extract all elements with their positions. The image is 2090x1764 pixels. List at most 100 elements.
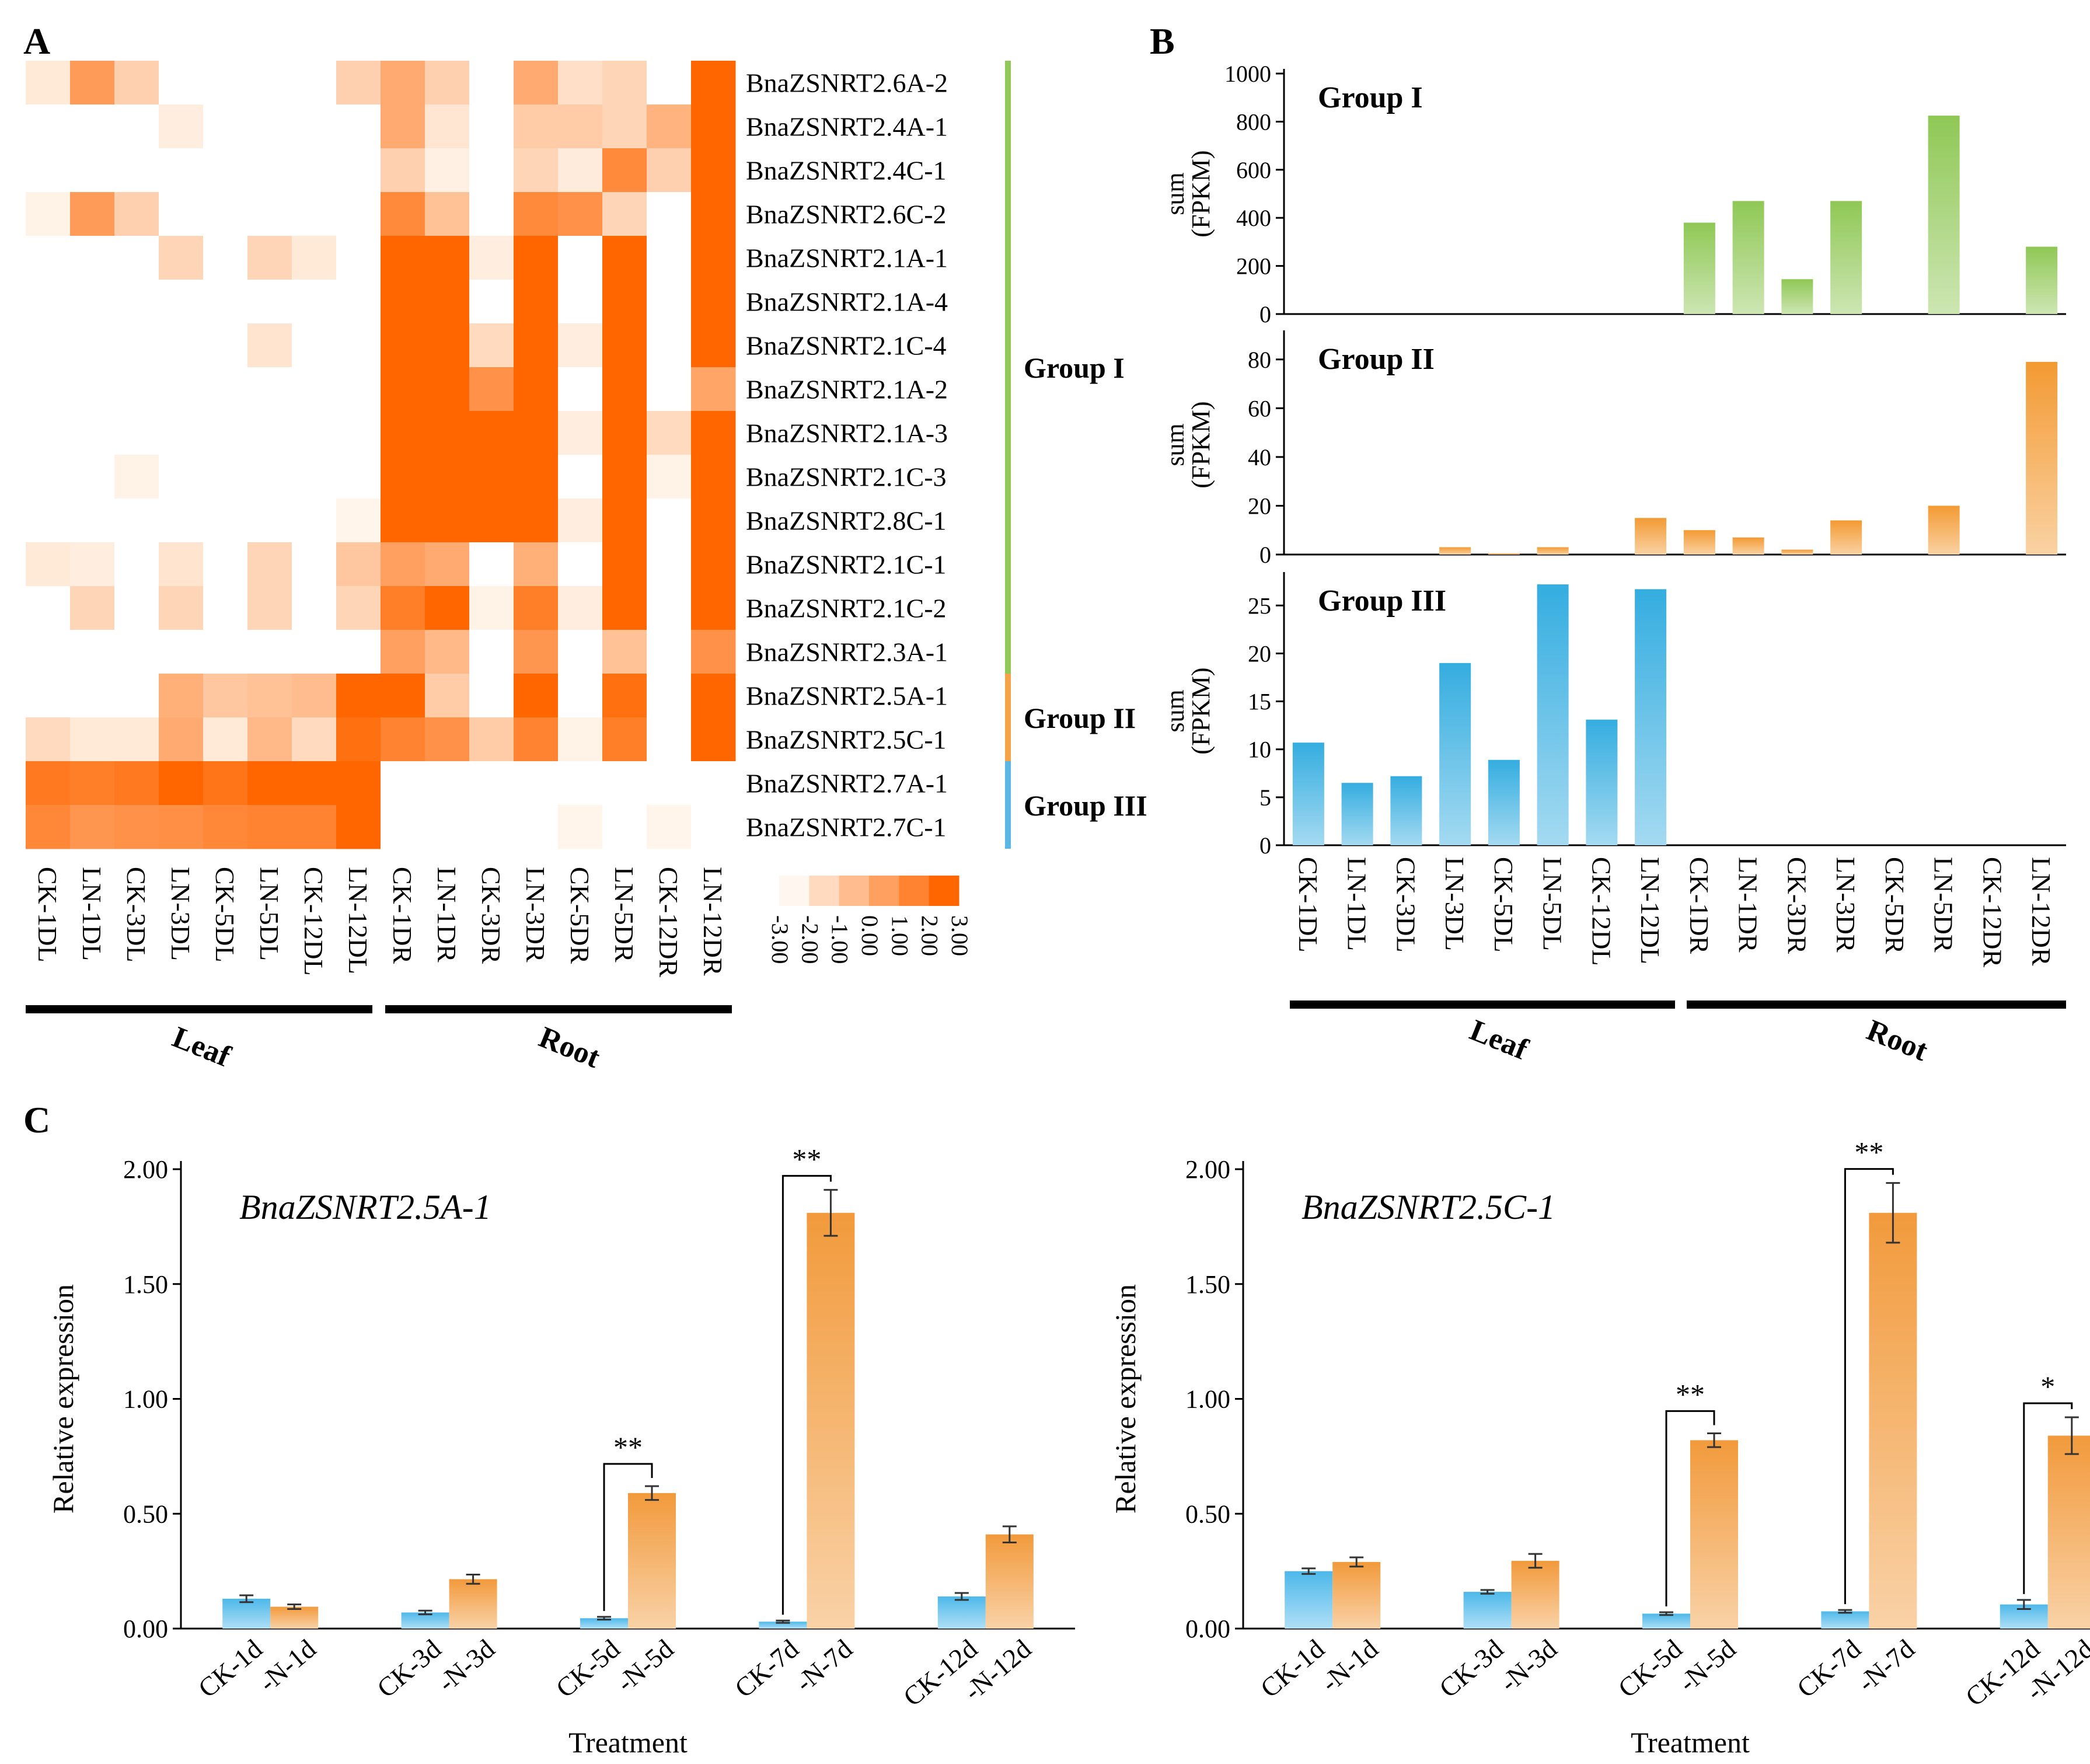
ck-bar [759, 1622, 807, 1629]
heatmap-cell [292, 717, 337, 762]
heatmap-cell [292, 586, 337, 630]
heatmap-cell [469, 61, 514, 105]
category-label: LN-5DL [1538, 857, 1568, 951]
gene-label: BnaZSNRT2.1A-1 [746, 243, 948, 273]
heatmap-cell [336, 192, 381, 236]
heatmap-cell [292, 411, 337, 455]
heatmap-cell [26, 761, 71, 806]
gene-label: BnaZSNRT2.7C-1 [746, 813, 947, 842]
heatmap-cell [514, 674, 559, 718]
column-label: CK-5DL [210, 867, 240, 963]
ck-bar [580, 1618, 628, 1629]
heatmap-cell [26, 367, 71, 412]
heatmap-cell [26, 586, 71, 630]
heatmap-cell [691, 236, 736, 280]
column-label: LN-3DR [521, 867, 550, 963]
column-label: LN-1DR [432, 867, 462, 963]
y-tick-label: 1.50 [1185, 1270, 1230, 1299]
heatmap-cell [602, 192, 647, 236]
group-label: Group II [1024, 702, 1136, 734]
n-bar [1690, 1440, 1738, 1629]
y-tick-label: 15 [1248, 689, 1271, 715]
legend-swatch [899, 876, 930, 906]
gene-label: BnaZSNRT2.3A-1 [746, 637, 948, 667]
y-tick-label: 1.00 [123, 1385, 168, 1414]
heatmap-cell [70, 674, 115, 718]
fpkm-bar [2026, 246, 2058, 314]
heatmap-cell [469, 542, 514, 587]
heatmap-cell [114, 148, 159, 193]
heatmap-cell [26, 717, 71, 762]
heatmap-cell [514, 323, 559, 368]
heatmap-cell [70, 411, 115, 455]
heatmap-cell [203, 411, 248, 455]
heatmap-cell [26, 192, 71, 236]
gene-label: BnaZSNRT2.1C-2 [746, 594, 947, 623]
heatmap-cell [381, 148, 425, 193]
fpkm-bar [1586, 719, 1618, 845]
heatmap-cell [381, 761, 425, 806]
fpkm-bar [1732, 201, 1764, 314]
heatmap-cell [336, 280, 381, 324]
y-tick-label: 20 [1248, 493, 1271, 519]
heatmap-cell [381, 323, 425, 368]
n-bar [1511, 1560, 1559, 1629]
heatmap-cell [159, 761, 204, 806]
fpkm-bar [1635, 589, 1667, 845]
heatmap-cell [26, 280, 71, 324]
heatmap-cell [203, 805, 248, 849]
heatmap-cell [602, 674, 647, 718]
heatmap-cell [292, 455, 337, 499]
heatmap-cell [647, 674, 692, 718]
heatmap-cell [558, 61, 603, 105]
heatmap-cell [159, 236, 204, 280]
heatmap-cell [114, 674, 159, 718]
heatmap-cell [514, 586, 559, 630]
heatmap-cell [159, 455, 204, 499]
heatmap-cell [292, 280, 337, 324]
group-label: Group III [1024, 789, 1147, 822]
panel-label-a: A [23, 20, 50, 62]
heatmap-cell [247, 236, 292, 280]
gene-title: BnaZSNRT2.5A-1 [239, 1188, 491, 1226]
heatmap-cell [203, 455, 248, 499]
heatmap-cell [336, 542, 381, 587]
y-tick-label: 20 [1248, 640, 1271, 667]
heatmap-cell [691, 586, 736, 630]
y-tick-label: 1000 [1224, 61, 1271, 87]
significance-bracket [1665, 1410, 1715, 1607]
heatmap-cell [691, 630, 736, 674]
heatmap-cell [647, 805, 692, 849]
heatmap-cell [203, 280, 248, 324]
heatmap-cell [381, 717, 425, 762]
category-label: CK-5DR [1880, 857, 1910, 954]
heatmap-cell [114, 498, 159, 543]
heatmap-cell [159, 586, 204, 630]
heatmap-cell [247, 192, 292, 236]
category-label: LN-5DR [1929, 857, 1959, 953]
heatmap-cell [425, 61, 470, 105]
heatmap-cell [425, 630, 470, 674]
legend-swatch [869, 876, 899, 906]
significance-bracket [1844, 1168, 1894, 1605]
heatmap-cell [469, 323, 514, 368]
heatmap-cell [381, 192, 425, 236]
y-tick-label: 2.00 [1185, 1155, 1230, 1184]
heatmap-cell [602, 717, 647, 762]
heatmap-cell [602, 280, 647, 324]
y-tick-label: 0.00 [123, 1615, 168, 1643]
fpkm-bar [1683, 530, 1715, 555]
heatmap-cell [469, 805, 514, 849]
heatmap-cell [425, 586, 470, 630]
heatmap-cell [292, 323, 337, 368]
heatmap-cell [26, 148, 71, 193]
gene-label: BnaZSNRT2.1A-2 [746, 375, 948, 405]
heatmap-cell [469, 104, 514, 149]
gene-label: BnaZSNRT2.1C-4 [746, 331, 947, 361]
heatmap-panel: BnaZSNRT2.6A-2 BnaZSNRT2.4A-1 BnaZSNRT2.4C… [26, 61, 1147, 1075]
y-tick-label: 200 [1236, 253, 1271, 280]
heatmap-cell [691, 367, 736, 412]
heatmap-cell [381, 586, 425, 630]
heatmap-cell [26, 542, 71, 587]
